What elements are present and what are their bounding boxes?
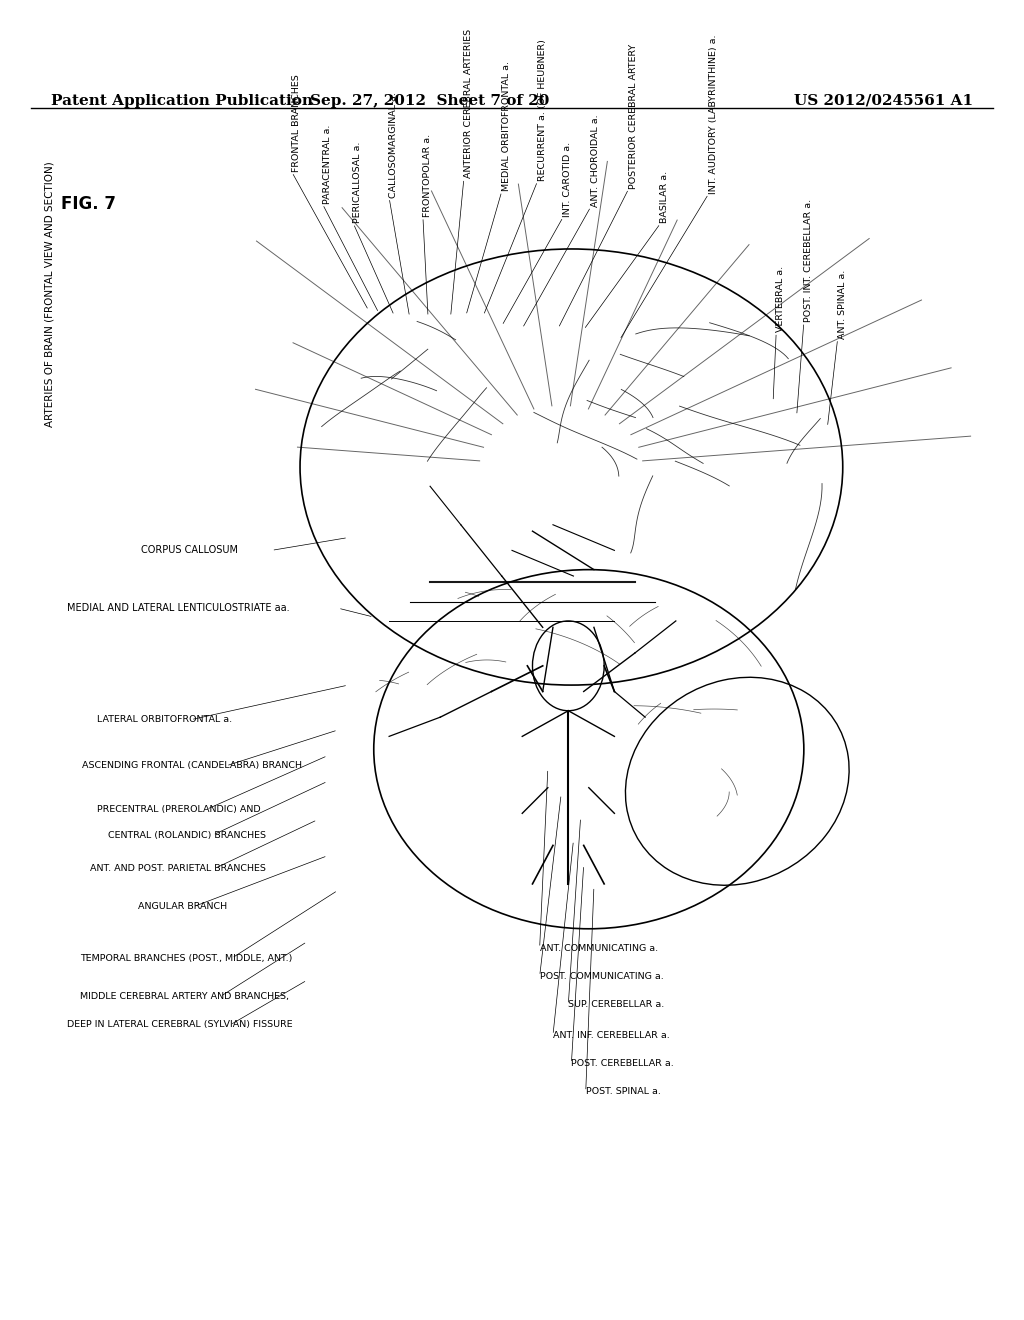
Text: ANT. AND POST. PARIETAL BRANCHES: ANT. AND POST. PARIETAL BRANCHES: [90, 865, 266, 873]
Text: TEMPORAL BRANCHES (POST., MIDDLE, ANT.): TEMPORAL BRANCHES (POST., MIDDLE, ANT.): [80, 954, 292, 962]
Text: Sep. 27, 2012  Sheet 7 of 20: Sep. 27, 2012 Sheet 7 of 20: [310, 94, 550, 108]
Text: LATERAL ORBITOFRONTAL a.: LATERAL ORBITOFRONTAL a.: [97, 715, 232, 725]
Text: BASILAR a.: BASILAR a.: [660, 172, 670, 223]
Text: ANT. INF. CEREBELLAR a.: ANT. INF. CEREBELLAR a.: [553, 1031, 670, 1040]
Text: POST. COMMUNICATING a.: POST. COMMUNICATING a.: [540, 972, 664, 981]
Text: DEEP IN LATERAL CEREBRAL (SYLVIAN) FISSURE: DEEP IN LATERAL CEREBRAL (SYLVIAN) FISSU…: [67, 1020, 292, 1030]
Text: ANT. COMMUNICATING a.: ANT. COMMUNICATING a.: [540, 944, 657, 953]
Text: POST. CEREBELLAR a.: POST. CEREBELLAR a.: [571, 1059, 674, 1068]
Text: FRONTAL BRANCHES: FRONTAL BRANCHES: [292, 74, 301, 172]
Text: PARACENTRAL a.: PARACENTRAL a.: [323, 124, 332, 205]
Text: FRONTOPOLAR a.: FRONTOPOLAR a.: [423, 133, 432, 216]
Text: RECURRENT a. (OF HEUBNER): RECURRENT a. (OF HEUBNER): [538, 40, 547, 181]
Text: POST. INT. CEREBELLAR a.: POST. INT. CEREBELLAR a.: [804, 199, 813, 322]
Text: MEDIAL AND LATERAL LENTICULOSTRIATE aa.: MEDIAL AND LATERAL LENTICULOSTRIATE aa.: [67, 603, 289, 612]
Text: POSTERIOR CEREBRAL ARTERY: POSTERIOR CEREBRAL ARTERY: [629, 44, 638, 189]
Text: INT. CAROTID a.: INT. CAROTID a.: [563, 141, 572, 216]
Text: POST. SPINAL a.: POST. SPINAL a.: [586, 1088, 660, 1096]
Text: ANGULAR BRANCH: ANGULAR BRANCH: [138, 903, 227, 912]
Text: CORPUS CALLOSUM: CORPUS CALLOSUM: [141, 545, 239, 556]
Text: US 2012/0245561 A1: US 2012/0245561 A1: [794, 94, 973, 108]
Text: FIG. 7: FIG. 7: [61, 195, 117, 213]
Text: CALLOSOMARGINAL a.: CALLOSOMARGINAL a.: [389, 92, 398, 198]
Text: ASCENDING FRONTAL (CANDELABRA) BRANCH: ASCENDING FRONTAL (CANDELABRA) BRANCH: [82, 762, 302, 771]
Text: ANTERIOR CEREBRAL ARTERIES: ANTERIOR CEREBRAL ARTERIES: [464, 29, 473, 178]
Text: Patent Application Publication: Patent Application Publication: [51, 94, 313, 108]
Text: ARTERIES OF BRAIN (FRONTAL VIEW AND SECTION): ARTERIES OF BRAIN (FRONTAL VIEW AND SECT…: [44, 161, 54, 426]
Text: ANT. SPINAL a.: ANT. SPINAL a.: [838, 269, 847, 339]
Text: CENTRAL (ROLANDIC) BRANCHES: CENTRAL (ROLANDIC) BRANCHES: [108, 830, 265, 840]
Text: MEDIAL ORBITOFRONTAL a.: MEDIAL ORBITOFRONTAL a.: [502, 61, 511, 191]
Text: SUP. CEREBELLAR a.: SUP. CEREBELLAR a.: [568, 1001, 665, 1008]
Text: VERTEBRAL a.: VERTEBRAL a.: [776, 267, 785, 333]
Text: PRECENTRAL (PREROLANDIC) AND: PRECENTRAL (PREROLANDIC) AND: [97, 805, 261, 814]
Text: MIDDLE CEREBRAL ARTERY AND BRANCHES,: MIDDLE CEREBRAL ARTERY AND BRANCHES,: [80, 993, 289, 1002]
Text: ANT. CHOROIDAL a.: ANT. CHOROIDAL a.: [591, 114, 600, 207]
Text: PERICALLOSAL a.: PERICALLOSAL a.: [353, 143, 362, 223]
Text: INT. AUDITORY (LABYRINTHINE) a.: INT. AUDITORY (LABYRINTHINE) a.: [709, 34, 718, 194]
